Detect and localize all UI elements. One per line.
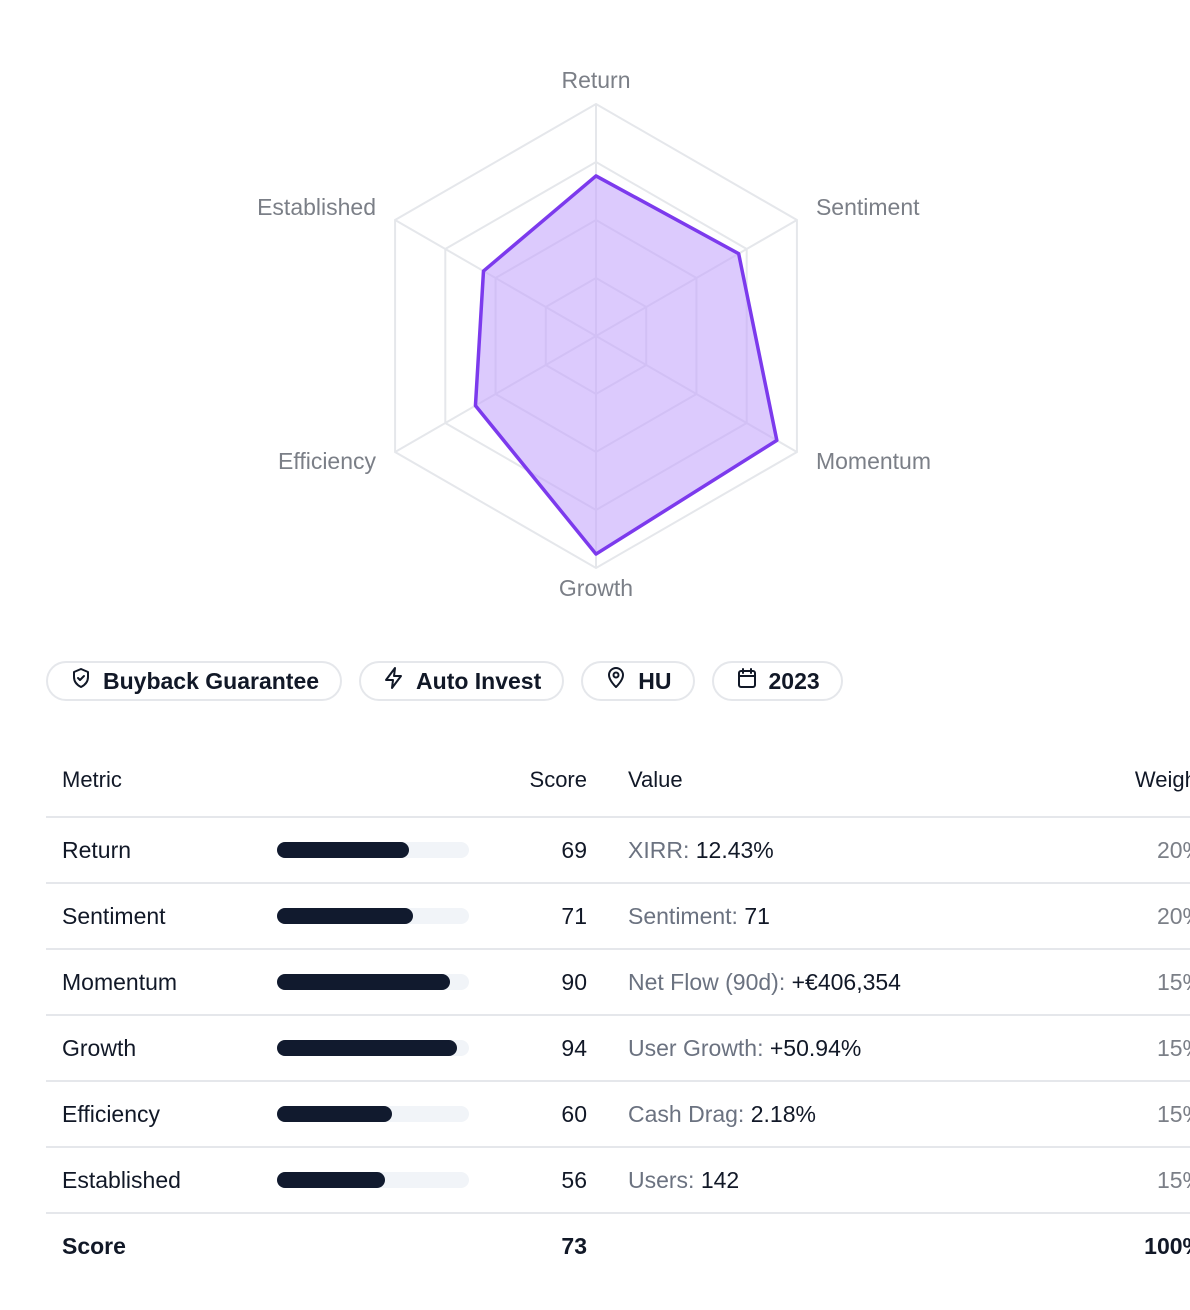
metric-value: User Growth: +50.94% <box>587 1015 1003 1082</box>
calendar-icon <box>735 666 759 696</box>
metric-name: Established <box>46 1147 276 1214</box>
axis-label-efficiency: Efficiency <box>278 448 377 474</box>
axis-label-return: Return <box>561 67 630 93</box>
total-bar-empty <box>276 1213 476 1278</box>
score-bar-fill <box>277 1040 458 1056</box>
shield-check-icon <box>69 666 93 696</box>
score-bar-cell <box>276 1015 476 1082</box>
metric-weight: 20% <box>1003 817 1190 884</box>
header-score: Score <box>476 744 587 818</box>
header-value: Value <box>587 744 1003 818</box>
value-label: User Growth: <box>628 1034 764 1061</box>
metric-score: 56 <box>476 1147 587 1214</box>
metric-weight: 15% <box>1003 949 1190 1016</box>
axis-label-sentiment: Sentiment <box>816 194 920 220</box>
metric-value: Users: 142 <box>587 1147 1003 1214</box>
badge-buyback-guarantee: Buyback Guarantee <box>46 661 343 701</box>
total-score: 73 <box>561 1232 587 1259</box>
value-number: 142 <box>700 1166 740 1193</box>
metric-score: 71 <box>476 883 587 950</box>
value-label: Cash Drag: <box>628 1100 745 1127</box>
total-value-empty <box>587 1213 1003 1278</box>
badge-year: 2023 <box>711 661 843 701</box>
metric-value: Net Flow (90d): +€406,354 <box>587 949 1003 1016</box>
metric-weight: 20% <box>1003 883 1190 950</box>
badge-row: Buyback Guarantee Auto Invest HU 2023 <box>46 661 843 701</box>
metric-score: 69 <box>476 817 587 884</box>
score-bar-track <box>277 1040 469 1056</box>
score-bar-cell <box>276 949 476 1016</box>
value-label: Users: <box>628 1166 695 1193</box>
total-weight: 100% <box>1144 1232 1190 1259</box>
score-bar-cell <box>276 1081 476 1148</box>
score-bar-track <box>277 974 469 990</box>
metric-score: 60 <box>476 1081 587 1148</box>
metric-weight: 15% <box>1003 1147 1190 1214</box>
table-header-row: Metric Score Value Weight <box>46 744 1190 818</box>
value-label: Sentiment: <box>628 902 738 929</box>
score-bar-fill <box>277 908 414 924</box>
value-label: Net Flow (90d): <box>628 968 786 995</box>
score-bar-track <box>277 1172 469 1188</box>
metric-score: 94 <box>476 1015 587 1082</box>
score-bar-fill <box>277 842 410 858</box>
score-bar-cell <box>276 883 476 950</box>
score-bar-fill <box>277 974 450 990</box>
badge-label: 2023 <box>768 667 820 694</box>
metric-value: Sentiment: 71 <box>587 883 1003 950</box>
value-number: +€406,354 <box>791 968 901 995</box>
total-label: Score <box>62 1232 126 1259</box>
total-row: Score 73 100% <box>46 1213 1190 1278</box>
metric-weight: 15% <box>1003 1015 1190 1082</box>
metric-value: XIRR: 12.43% <box>587 817 1003 884</box>
data-series-polygon <box>473 174 779 556</box>
map-pin-icon <box>604 666 628 696</box>
axis-label-growth: Growth <box>559 575 633 601</box>
value-number: 71 <box>744 902 770 929</box>
metric-name: Growth <box>46 1015 276 1082</box>
metrics-table: Metric Score Value Weight Return 69XIRR: … <box>46 744 1190 1278</box>
badge-label: Auto Invest <box>416 667 542 694</box>
value-label: XIRR: <box>628 836 690 863</box>
score-bar-cell <box>276 1147 476 1214</box>
radar-chart: Return Sentiment Momentum Growth Efficiency E… <box>257 67 931 601</box>
score-bar-track <box>277 908 469 924</box>
axis-label-established: Established <box>257 194 376 220</box>
value-number: 12.43% <box>695 836 774 863</box>
badge-label: HU <box>638 667 672 694</box>
axis-label-momentum: Momentum <box>816 448 931 474</box>
metric-weight: 15% <box>1003 1081 1190 1148</box>
score-bar-track <box>277 842 469 858</box>
metric-name: Return <box>46 817 276 884</box>
score-bar-fill <box>277 1172 385 1188</box>
header-bar <box>276 744 476 818</box>
metric-name: Sentiment <box>46 883 276 950</box>
metric-score: 90 <box>476 949 587 1016</box>
badge-auto-invest: Auto Invest <box>359 661 565 701</box>
header-weight: Weight <box>1003 744 1190 818</box>
score-bar-track <box>277 1106 469 1122</box>
score-bar-fill <box>277 1106 393 1122</box>
metric-value: Cash Drag: 2.18% <box>587 1081 1003 1148</box>
value-number: +50.94% <box>769 1034 862 1061</box>
lightning-icon <box>382 666 406 696</box>
badge-label: Buyback Guarantee <box>103 667 320 694</box>
metric-name: Momentum <box>46 949 276 1016</box>
metric-name: Efficiency <box>46 1081 276 1148</box>
score-bar-cell <box>276 817 476 884</box>
badge-country: HU <box>581 661 695 701</box>
value-number: 2.18% <box>750 1100 816 1127</box>
header-metric: Metric <box>46 744 276 818</box>
